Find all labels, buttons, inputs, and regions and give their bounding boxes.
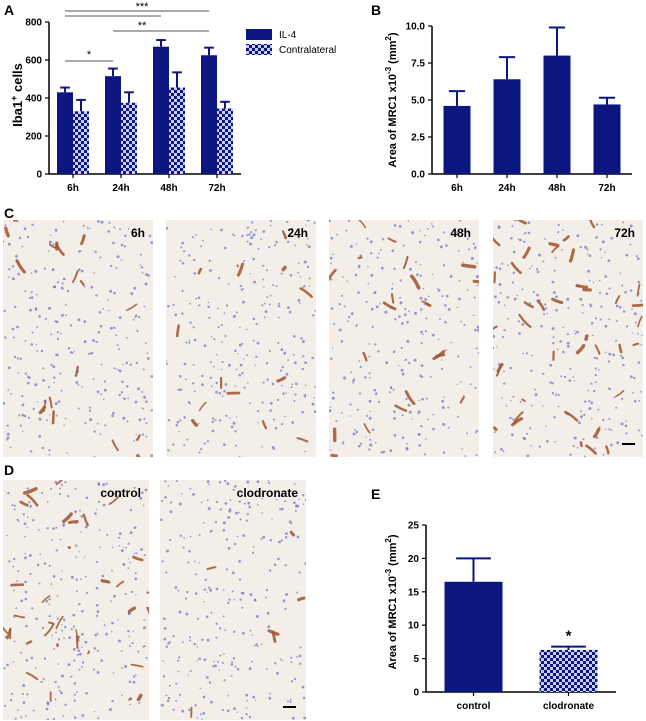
micrograph-label: clodronate [236,486,298,500]
y-tick-label: 5.0 [411,96,425,107]
legend-label-il4: IL-4 [279,30,297,41]
y-tick-label: 200 [25,132,42,143]
bar [105,76,121,174]
y-tick-label: 0 [36,170,42,181]
mrc1-area-clodronate-chart: 0 5 10 15 20 25 control clodronate * Area of MRC… [384,521,616,712]
y-tick-label: 7.5 [411,59,425,70]
significance-label: * [87,49,92,61]
bar [593,104,621,174]
y-tick-label: 5 [413,654,419,665]
panel-label-c: C [4,205,15,221]
y-axis-label: Area of MRC1 x10-3 (mm2) [384,32,399,167]
legend-swatch-contralateral [246,44,272,55]
y-tick-label: 10.0 [406,22,426,33]
micrograph-label: control [100,486,141,500]
micrograph-72h: 72h [493,220,643,457]
bar [169,87,185,174]
y-tick-label: 0 [413,688,419,699]
micrograph-control: control [3,480,149,720]
tissue-image [166,220,316,457]
bar [201,55,217,174]
y-tick-label: 15 [408,587,420,598]
tissue-image [160,480,306,720]
bar [443,105,471,174]
y-tick-label: 600 [25,56,42,67]
x-tick-label: 24h [498,183,515,194]
bar [57,92,73,174]
x-tick-label: 24h [112,183,129,194]
x-tick-label: 72h [208,183,225,194]
scale-bar [622,443,635,445]
bar [153,46,169,175]
tissue-image [3,480,149,720]
y-axis-label: Area of MRC1 x10-3 (mm2) [384,534,399,669]
legend-label-contralateral: Contralateral [279,45,336,56]
x-tick-label: 48h [160,183,177,194]
y-axis-label: Iba1+ cells [9,63,25,127]
tissue-image [493,220,643,457]
x-tick-label: clodronate [543,701,595,712]
micrograph-label: 24h [287,226,308,240]
tissue-image [3,220,153,457]
tissue-image [329,220,479,457]
bar [444,581,503,692]
significance-label: * [566,628,572,645]
y-tick-label: 800 [25,18,42,29]
panel-label-e: E [371,486,381,502]
x-tick-label: 72h [598,183,615,194]
micrograph-48h: 48h [329,220,479,457]
x-tick-label: control [457,701,491,712]
bar [73,111,89,174]
panel-label-d: D [4,462,15,478]
mrc1-area-time-chart: 0.0 2.5 5.0 7.5 10.0 6h 24h 48h 72h Area of MRC1… [384,22,632,194]
panel-label-b: B [371,2,382,18]
micrograph-label: 6h [130,226,145,240]
x-tick-label: 6h [67,183,79,194]
scale-bar [283,706,296,708]
micrograph-clodronate: clodronate [160,480,306,720]
legend-swatch-il4 [246,29,272,40]
micrograph-6h: 6h [3,220,153,457]
y-tick-label: 10 [408,621,420,632]
significance-label: ** [138,20,147,32]
bar [493,79,521,174]
micrograph-label: 48h [450,226,471,240]
x-tick-label: 48h [548,183,565,194]
significance-label: *** [136,1,150,13]
bar [539,649,598,692]
micrograph-label: 72h [614,226,635,240]
x-tick-label: 6h [451,183,463,194]
bar [543,55,571,174]
y-tick-label: 20 [408,554,420,565]
y-tick-label: 25 [408,521,420,532]
micrograph-24h: 24h [166,220,316,457]
y-tick-label: 0.0 [411,170,425,181]
y-tick-label: 2.5 [411,133,425,144]
bar [217,108,233,174]
bar [121,102,137,174]
y-tick-label: 400 [25,94,42,105]
panel-label-a: A [4,2,15,18]
